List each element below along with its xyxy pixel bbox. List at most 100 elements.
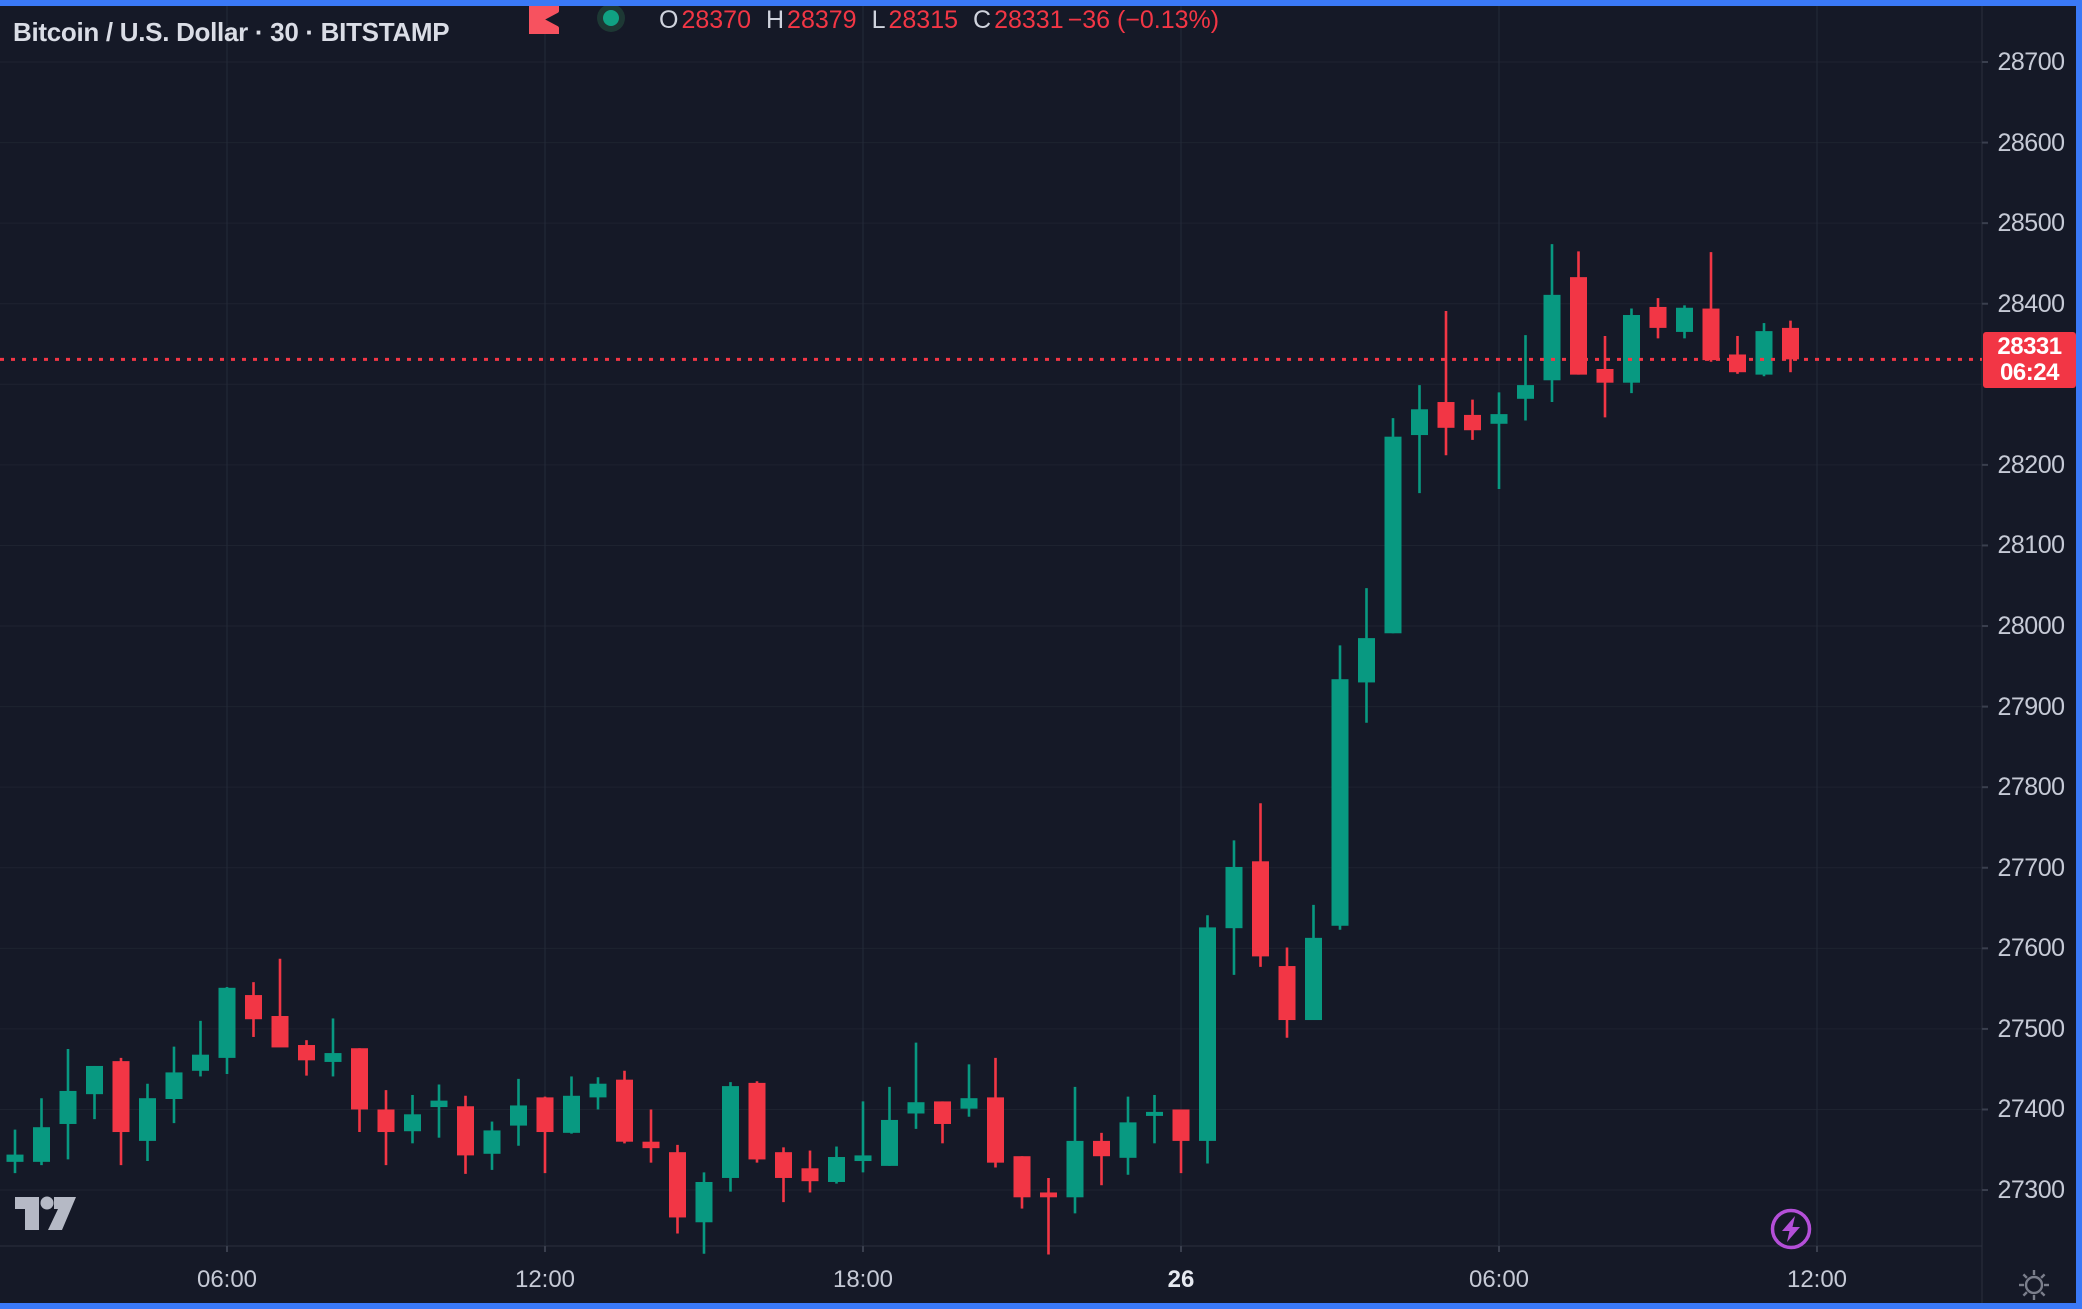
candle-body-up	[907, 1102, 925, 1114]
flag-icon[interactable]	[528, 0, 562, 34]
candle-body-down	[1013, 1156, 1031, 1198]
candle-body-up	[324, 1053, 342, 1062]
price-axis-label: 27700	[1997, 853, 2065, 882]
high-value: 28379	[787, 5, 857, 34]
low-value: 28315	[888, 5, 959, 34]
candle-body-up	[881, 1119, 898, 1166]
price-axis-label: 27300	[1997, 1176, 2065, 1205]
candle-body-up	[960, 1098, 978, 1109]
bar-countdown: 06:24	[2000, 359, 2059, 387]
candle-body-down	[112, 1061, 130, 1133]
window-frame-right	[2076, 0, 2082, 1309]
candle-body-up	[1066, 1140, 1084, 1198]
candle-body-up	[33, 1127, 50, 1162]
price-axis-label: 28000	[1997, 612, 2065, 641]
candle-body-up	[86, 1065, 103, 1095]
price-axis-label: 27500	[1997, 1014, 2065, 1043]
candle-body-down	[1570, 277, 1587, 375]
price-axis-label: 28200	[1997, 450, 2065, 479]
time-axis-label: 12:00	[514, 1266, 576, 1293]
candle-body-down	[1464, 414, 1481, 431]
price-axis-label: 28500	[1997, 209, 2065, 238]
candle-body-down	[934, 1101, 951, 1124]
candle-body-down	[351, 1048, 368, 1110]
candle-body-up	[1623, 315, 1640, 383]
candle-body-down	[801, 1168, 819, 1182]
last-price-tag: 28331 06:24	[1983, 332, 2076, 389]
candle-body-down	[271, 1016, 289, 1048]
symbol-title[interactable]: Bitcoin / U.S. Dollar · 30 · BITSTAMP	[13, 16, 450, 47]
time-axis-label: 18:00	[832, 1266, 894, 1293]
low-label: L	[871, 5, 886, 34]
candle-body-down	[1782, 327, 1799, 360]
candle-body-up	[695, 1181, 713, 1223]
price-axis-label: 27900	[1997, 692, 2065, 721]
last-price-value: 28331	[1997, 333, 2062, 361]
candle-body-up	[404, 1114, 421, 1132]
candle-body-down	[457, 1106, 474, 1156]
candle-body-down	[1093, 1140, 1110, 1157]
candle-body-up	[192, 1054, 209, 1071]
candle-body-up	[722, 1086, 739, 1178]
time-axis-label: 26	[1167, 1266, 1195, 1293]
lightning-boost-icon[interactable]	[1769, 1207, 1813, 1251]
candle-body-down	[1278, 966, 1296, 1021]
candle-body-down	[1729, 354, 1746, 373]
candle-body-up	[1146, 1111, 1163, 1116]
candle-body-down	[1702, 308, 1720, 361]
candle-body-up	[218, 987, 236, 1058]
candle-body-up	[510, 1105, 527, 1126]
candle-body-up	[1119, 1122, 1137, 1158]
candle-body-up	[563, 1095, 580, 1133]
candle-body-up	[1543, 294, 1561, 381]
price-axis-label: 28100	[1997, 531, 2065, 560]
price-axis-label: 28700	[1997, 48, 2065, 76]
candle-body-up	[1411, 409, 1428, 436]
status-dot-icon	[597, 4, 625, 32]
close-label: C	[973, 5, 992, 34]
candle-body-up	[828, 1157, 845, 1182]
candle-body-down	[1252, 861, 1269, 957]
ohlc-readout: O 28370 H 28379 L 28315 C 28331 −36 (−0.…	[659, 0, 1219, 40]
candle-body-down	[1596, 368, 1614, 383]
candle-body-down	[298, 1045, 315, 1061]
close-value: 28331	[994, 5, 1064, 34]
candle-body-up	[589, 1083, 607, 1098]
price-axis-label: 28400	[1997, 289, 2065, 318]
price-axis-label: 27400	[1997, 1095, 2065, 1124]
candle-body-down	[748, 1082, 766, 1160]
tradingview-logo[interactable]	[14, 1195, 78, 1233]
candle-body-down	[377, 1109, 395, 1133]
candle-body-down	[245, 995, 262, 1020]
candle-body-up	[139, 1098, 156, 1141]
price-axis-label: 27800	[1997, 773, 2065, 802]
candle-body-up	[1755, 331, 1773, 375]
candle-body-up	[1490, 414, 1508, 424]
change-value: −36 (−0.13%)	[1067, 5, 1220, 34]
time-axis-label: 12:00	[1786, 1266, 1848, 1293]
candle-body-up	[1358, 638, 1375, 683]
candle-body-down	[1649, 306, 1667, 328]
candle-body-up	[1676, 307, 1693, 332]
candle-body-down	[1040, 1192, 1057, 1198]
open-value: 28370	[681, 5, 751, 34]
candle-body-up	[1517, 385, 1534, 399]
candle-body-up	[483, 1130, 501, 1154]
theme-sun-icon[interactable]	[2015, 1266, 2053, 1304]
candle-body-up	[1384, 436, 1402, 634]
time-axis-label: 06:00	[1468, 1266, 1530, 1293]
candle-body-down	[616, 1079, 633, 1142]
candle-body-up	[1331, 679, 1349, 926]
candle-body-up	[1199, 927, 1216, 1141]
candle-body-down	[987, 1097, 1004, 1163]
candle-body-up	[165, 1072, 183, 1100]
price-axis-label: 27600	[1997, 934, 2065, 963]
candle-body-down	[669, 1152, 686, 1218]
candle-body-down	[536, 1097, 554, 1133]
high-label: H	[765, 5, 785, 34]
candle-body-down	[642, 1141, 660, 1149]
candle-body-down	[1437, 402, 1455, 428]
chart-legend: Bitcoin / U.S. Dollar · 30 · BITSTAMP	[13, 12, 450, 52]
